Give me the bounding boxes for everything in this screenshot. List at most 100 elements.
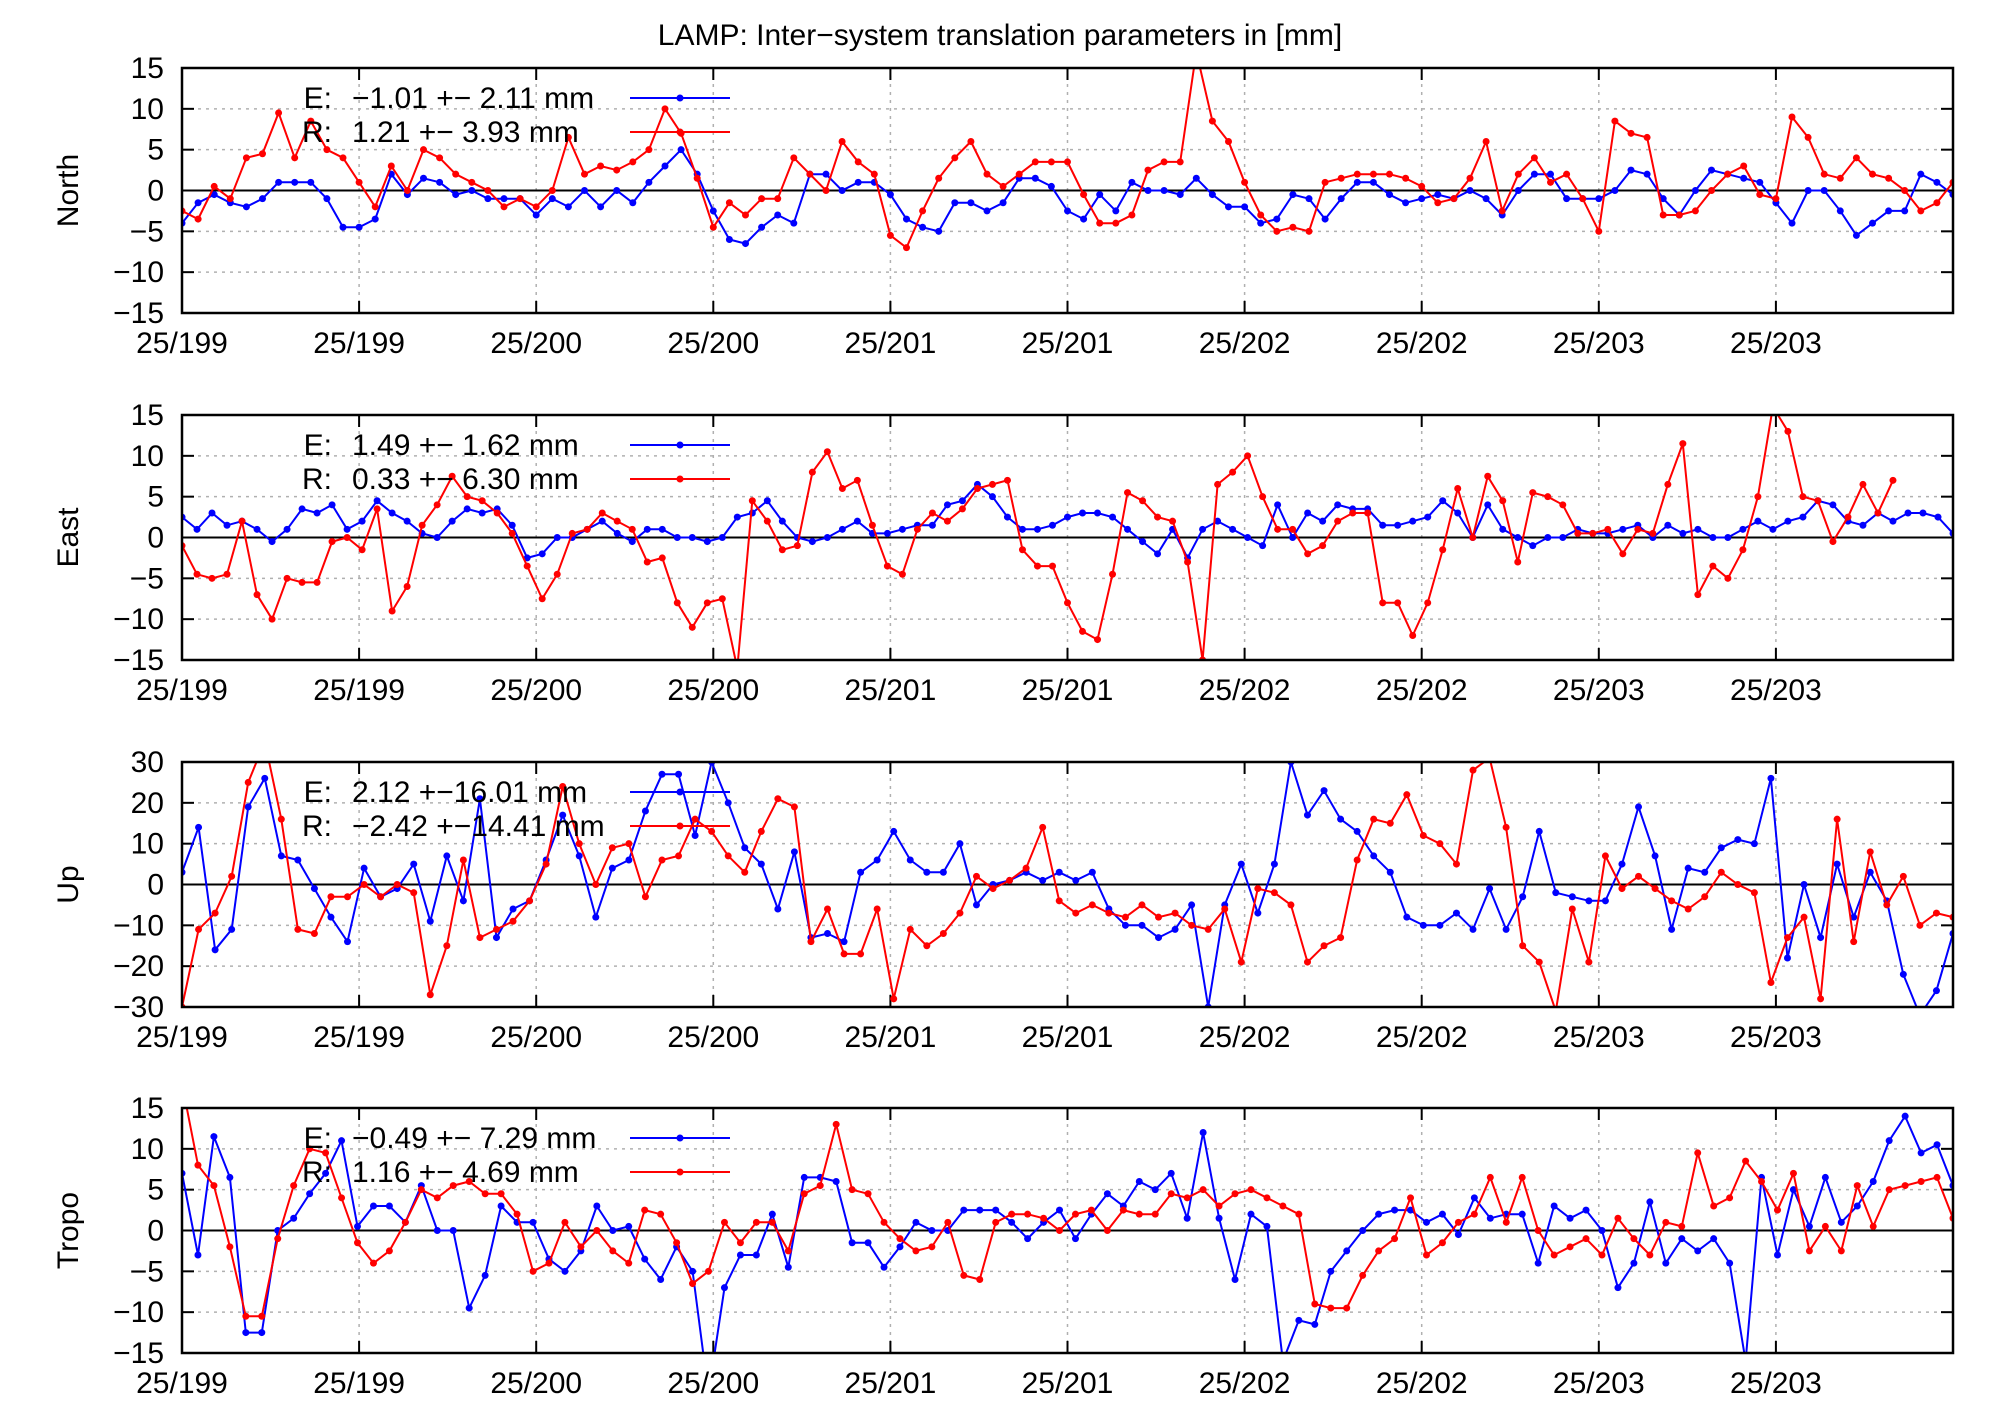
- data-point: [1567, 1243, 1574, 1250]
- data-point: [404, 583, 411, 590]
- data-point: [539, 595, 546, 602]
- data-point: [1774, 1252, 1781, 1259]
- data-point: [1138, 901, 1145, 908]
- data-point: [1306, 228, 1313, 235]
- data-point: [1434, 199, 1441, 206]
- data-point: [1918, 1178, 1925, 1185]
- data-point: [224, 522, 231, 529]
- legend-value: −1.01 +− 2.11 mm: [352, 82, 594, 115]
- data-point: [1161, 187, 1168, 194]
- data-point: [404, 187, 411, 194]
- data-point: [1854, 1203, 1861, 1210]
- data-point: [410, 889, 417, 896]
- data-point: [940, 869, 947, 876]
- legend-value: 1.49 +− 1.62 mm: [352, 429, 579, 462]
- x-tick-label: 25/203: [1730, 327, 1822, 360]
- data-point: [1652, 852, 1659, 859]
- data-point: [865, 1239, 872, 1246]
- data-point: [449, 518, 456, 525]
- data-point: [719, 534, 726, 541]
- x-tick-label: 25/199: [136, 1367, 228, 1400]
- data-point: [1598, 1227, 1605, 1234]
- data-point: [1467, 175, 1474, 182]
- data-point: [1853, 154, 1860, 161]
- data-point: [1139, 497, 1146, 504]
- data-point: [482, 1272, 489, 1279]
- data-point: [1834, 861, 1841, 868]
- x-tick-label: 25/199: [136, 1021, 228, 1054]
- data-point: [1177, 158, 1184, 165]
- data-point: [659, 526, 666, 533]
- data-point: [1709, 563, 1716, 570]
- data-point: [1403, 914, 1410, 921]
- data-point: [1304, 550, 1311, 557]
- data-point: [1499, 207, 1506, 214]
- data-point: [195, 199, 202, 206]
- data-point: [1049, 522, 1056, 529]
- data-point: [874, 857, 881, 864]
- x-tick-label: 25/201: [1022, 674, 1114, 707]
- data-point: [1664, 522, 1671, 529]
- data-point: [1205, 926, 1212, 933]
- data-point: [1168, 1170, 1175, 1177]
- data-point: [817, 1182, 824, 1189]
- data-point: [1551, 1252, 1558, 1259]
- data-point: [1402, 199, 1409, 206]
- data-point: [896, 1243, 903, 1250]
- data-point: [1034, 563, 1041, 570]
- data-point: [923, 942, 930, 949]
- data-point: [1883, 901, 1890, 908]
- data-point: [1838, 1247, 1845, 1254]
- legend-value: 1.21 +− 3.93 mm: [352, 116, 579, 149]
- x-tick-label: 25/200: [490, 1367, 582, 1400]
- data-point: [1454, 485, 1461, 492]
- data-point: [1467, 187, 1474, 194]
- data-point: [1767, 775, 1774, 782]
- data-point: [389, 510, 396, 517]
- y-tick-label: 10: [131, 1133, 164, 1166]
- data-point: [865, 1190, 872, 1197]
- data-point: [228, 926, 235, 933]
- data-point: [1000, 183, 1007, 190]
- data-point: [790, 154, 797, 161]
- data-point: [1487, 1174, 1494, 1181]
- data-point: [1273, 228, 1280, 235]
- data-point: [1322, 179, 1329, 186]
- data-point: [1784, 934, 1791, 941]
- data-point: [1259, 493, 1266, 500]
- data-point: [1595, 195, 1602, 202]
- data-point: [269, 538, 276, 545]
- data-point: [1436, 840, 1443, 847]
- data-point: [227, 195, 234, 202]
- data-point: [1917, 171, 1924, 178]
- data-point: [992, 1207, 999, 1214]
- data-point: [764, 497, 771, 504]
- y-tick-label: 10: [131, 440, 164, 473]
- data-point: [329, 538, 336, 545]
- data-point: [1595, 228, 1602, 235]
- data-point: [1338, 175, 1345, 182]
- data-point: [1837, 207, 1844, 214]
- legend-marker: [677, 95, 684, 102]
- y-tick-label: 15: [131, 52, 164, 85]
- data-point: [370, 1203, 377, 1210]
- data-point: [1216, 1215, 1223, 1222]
- data-point: [1056, 869, 1063, 876]
- data-point: [354, 1223, 361, 1230]
- x-tick-label: 25/203: [1730, 1021, 1822, 1054]
- data-point: [284, 526, 291, 533]
- data-point: [726, 199, 733, 206]
- data-point: [599, 518, 606, 525]
- data-point: [410, 861, 417, 868]
- data-point: [956, 910, 963, 917]
- data-point: [226, 1243, 233, 1250]
- data-point: [833, 1178, 840, 1185]
- data-point: [443, 852, 450, 859]
- data-point: [1034, 526, 1041, 533]
- data-point: [1569, 893, 1576, 900]
- data-point: [1529, 489, 1536, 496]
- data-point: [1844, 514, 1851, 521]
- data-point: [549, 187, 556, 194]
- data-point: [976, 1207, 983, 1214]
